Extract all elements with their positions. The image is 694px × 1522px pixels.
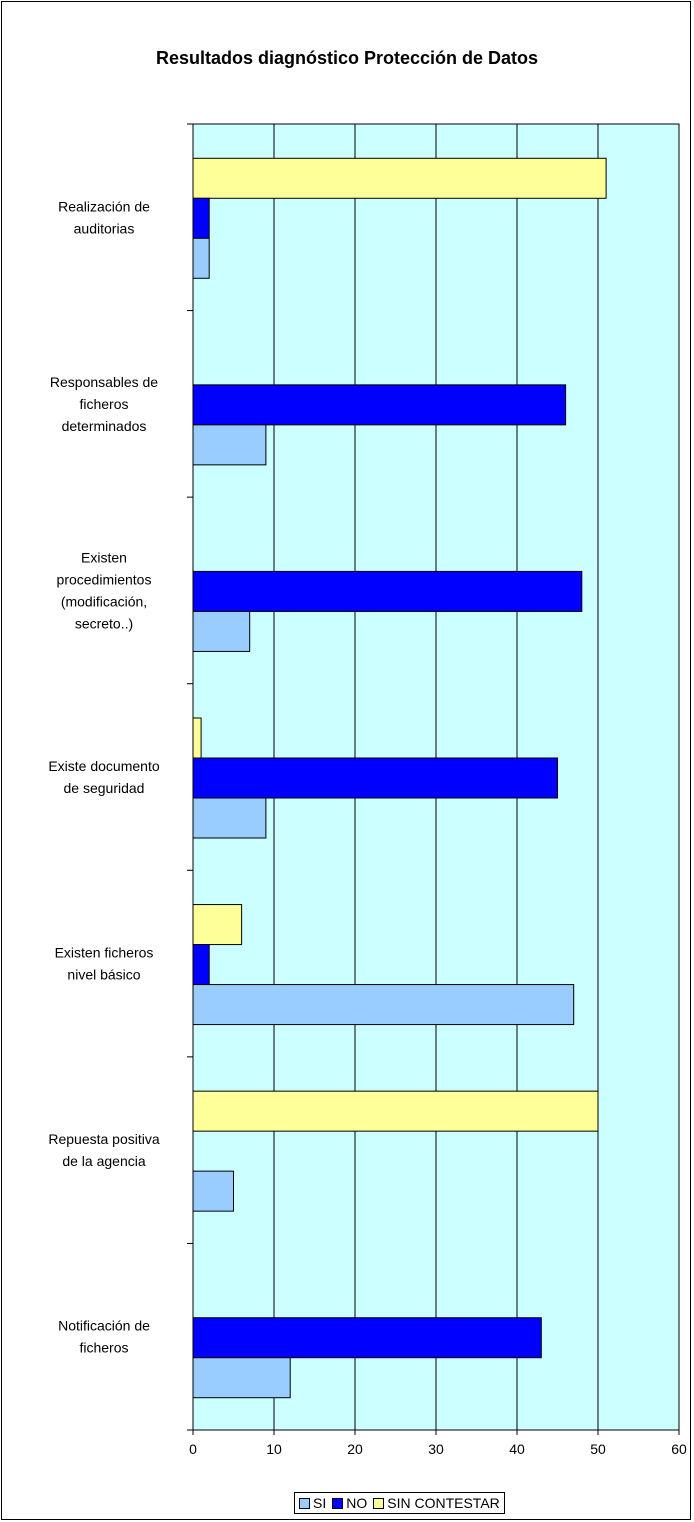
legend-swatch-no <box>332 1497 344 1509</box>
legend-label-si: SI <box>313 1495 327 1511</box>
bar-si <box>192 1170 234 1212</box>
bar-si <box>192 1357 291 1399</box>
category-label-line: Existe documento <box>48 758 159 774</box>
category-label-line: Existen ficheros <box>55 945 154 961</box>
bar-no <box>192 1317 542 1359</box>
legend: SI NO SIN CONTESTAR <box>294 1492 505 1514</box>
x-tick-label: 60 <box>671 1441 687 1457</box>
legend-label-no: NO <box>346 1495 368 1511</box>
bar-sin-contestar <box>192 1090 599 1132</box>
category-label-line: auditorias <box>74 220 135 236</box>
category-label: Notificación de ficheros <box>58 1318 150 1356</box>
category-label: Existe documento de seguridad <box>48 758 159 796</box>
category-label-line: Realización de <box>58 198 150 214</box>
chart-title: Resultados diagnóstico Protección de Dat… <box>155 48 539 68</box>
category-label-line: ficheros <box>79 396 128 412</box>
category-label: Realización de auditorias <box>58 198 150 236</box>
category-label: Existen procedimientos (modificación, secre… <box>57 549 152 631</box>
bar-no <box>192 757 558 799</box>
category-label: Existen ficheros nivel básico <box>55 945 154 983</box>
category-label-line: de la agencia <box>62 1153 146 1169</box>
bar-si <box>192 424 267 466</box>
x-tick-label: 10 <box>266 1441 282 1457</box>
category-label-line: (modificación, <box>61 593 147 609</box>
bar-no <box>192 197 210 239</box>
legend-label-sin-contestar: SIN CONTESTAR <box>387 1495 500 1511</box>
bar-sin-contestar <box>192 717 202 759</box>
x-tick-label: 50 <box>590 1441 606 1457</box>
legend-swatch-si <box>299 1497 310 1509</box>
category-label-line: procedimientos <box>57 571 152 587</box>
bar-no <box>192 384 567 426</box>
bar-si <box>192 984 575 1026</box>
category-label-line: Notificación de <box>58 1318 150 1334</box>
bar-sin-contestar <box>192 904 243 946</box>
legend-item-si: SI <box>299 1495 326 1511</box>
bar-no <box>192 570 583 612</box>
category-label-line: Responsables de <box>50 374 158 390</box>
bar-si <box>192 610 251 652</box>
x-tick-label: 30 <box>428 1441 444 1457</box>
bar-no <box>192 944 210 986</box>
bar-si <box>192 237 210 279</box>
bar-si <box>192 797 267 839</box>
category-label-line: Repuesta positiva <box>48 1131 160 1147</box>
category-label-line: Existen <box>81 549 127 565</box>
legend-item-sin-contestar: SIN CONTESTAR <box>373 1495 500 1511</box>
bar-sin-contestar <box>192 157 607 199</box>
category-label-line: determinados <box>62 418 147 434</box>
category-label-line: secreto..) <box>75 615 133 631</box>
x-tick-label: 0 <box>189 1441 197 1457</box>
legend-swatch-sin-contestar <box>373 1497 385 1509</box>
category-label: Repuesta positiva de la agencia <box>48 1131 160 1169</box>
category-label-line: ficheros <box>79 1340 128 1356</box>
category-label-line: nivel básico <box>67 967 140 983</box>
legend-item-no: NO <box>332 1495 367 1511</box>
x-tick-label: 40 <box>509 1441 525 1457</box>
category-label: Responsables de ficheros determinados <box>50 374 158 434</box>
x-tick-label: 20 <box>347 1441 363 1457</box>
category-label-line: de seguridad <box>64 780 145 796</box>
